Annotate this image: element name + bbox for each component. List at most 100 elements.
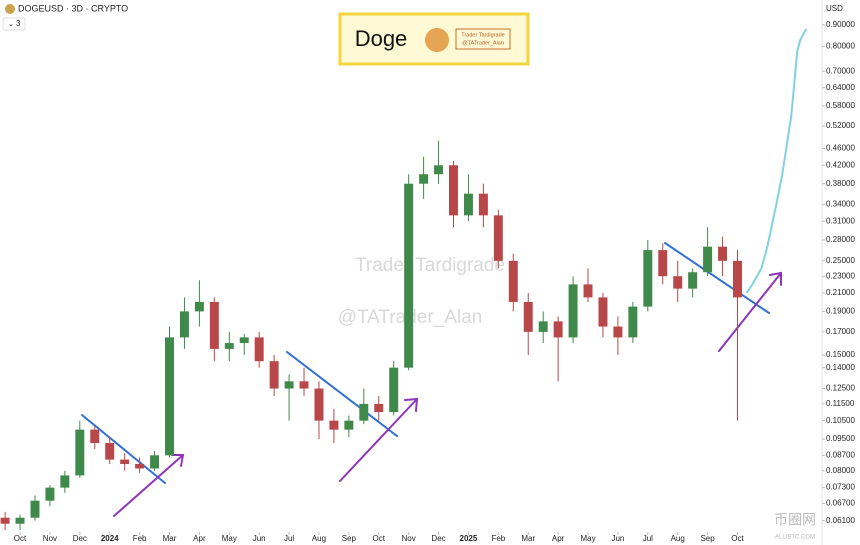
candle-body <box>568 284 578 338</box>
candle-body <box>344 420 354 430</box>
candle-body <box>15 517 25 524</box>
y-tick-label: 0.28000 <box>826 235 855 244</box>
x-tick-label: Jun <box>253 534 266 543</box>
y-tick-label: 0.07300 <box>826 483 855 492</box>
y-tick-label: 0.23000 <box>826 271 855 280</box>
candle-body <box>209 301 219 349</box>
candle-body <box>254 337 264 362</box>
y-tick-label: 0.14000 <box>826 363 855 372</box>
candle-body <box>688 272 698 289</box>
candle-body <box>45 487 55 501</box>
candle-body <box>120 459 130 464</box>
candle-body <box>105 443 115 460</box>
logo-icon <box>425 28 449 52</box>
candle-body <box>239 337 249 344</box>
candle-body <box>628 306 638 338</box>
y-tick-label: 0.08700 <box>826 450 855 459</box>
candle-body <box>658 250 668 277</box>
candle-body <box>329 420 339 430</box>
candle-body <box>508 260 518 302</box>
projection-line <box>745 28 808 294</box>
candle-body <box>434 165 444 175</box>
candle-body <box>60 475 70 488</box>
y-tick-label: 0.70000 <box>826 66 855 75</box>
candle-body <box>673 276 683 289</box>
candle-body <box>733 260 742 298</box>
candle-body <box>703 246 713 273</box>
y-tick-label: 0.21000 <box>826 288 855 297</box>
y-tick-label: 0.46000 <box>826 144 855 153</box>
x-tick-label: Oct <box>14 534 27 543</box>
trend-line <box>81 414 166 484</box>
y-tick-label: 0.17000 <box>826 327 855 336</box>
candle-body <box>538 321 548 332</box>
y-tick-label: 0.80000 <box>826 42 855 51</box>
logo-title: Doge <box>355 26 408 51</box>
x-tick-label: Mar <box>163 534 177 543</box>
y-tick-label: 0.25000 <box>826 256 855 265</box>
y-tick-label: 0.52000 <box>826 121 855 130</box>
x-tick-label: Aug <box>671 534 685 543</box>
x-tick-label: Jul <box>284 534 294 543</box>
x-tick-label: Nov <box>402 534 416 543</box>
x-tick-label: Mar <box>521 534 535 543</box>
x-tick-label: May <box>222 534 237 543</box>
logo-line: Trader Tardigrade <box>461 32 504 38</box>
candle-body <box>404 183 414 368</box>
candle-body <box>598 297 608 327</box>
candle-body <box>463 193 473 216</box>
x-tick-label: Apr <box>193 534 206 543</box>
y-tick-label: 0.58000 <box>826 101 855 110</box>
x-tick-label: Sep <box>700 534 715 543</box>
candle-body <box>0 517 10 524</box>
trend-line <box>286 351 398 437</box>
coin-icon <box>5 4 15 14</box>
collapse-button[interactable] <box>2 17 26 31</box>
arrow <box>718 271 782 352</box>
candle-body <box>374 403 384 413</box>
candle-body <box>553 321 563 338</box>
y-tick-label: 0.38000 <box>826 179 855 188</box>
x-tick-label: 2025 <box>460 534 478 543</box>
candle-body <box>224 343 234 349</box>
y-tick-label: 0.10500 <box>826 416 855 425</box>
footer-watermark: ALLIBTC.COM <box>775 535 815 541</box>
x-tick-label: May <box>580 534 595 543</box>
x-tick-label: Sep <box>342 534 357 543</box>
x-tick-label: Dec <box>431 534 445 543</box>
y-tick-label: 0.34000 <box>826 199 855 208</box>
y-tick-label: 0.08000 <box>826 466 855 475</box>
candle-body <box>478 193 488 216</box>
arrow <box>339 397 419 482</box>
y-tick-label: 0.90000 <box>826 20 855 29</box>
symbol-title: DOGEUSD · 3D · CRYPTO <box>18 3 128 13</box>
y-tick-label: 0.64000 <box>826 83 855 92</box>
candle-body <box>194 301 204 312</box>
logo-tag <box>455 28 511 50</box>
y-tick-label: 0.19000 <box>826 307 855 316</box>
x-tick-label: Apr <box>552 534 565 543</box>
candle-body <box>493 215 503 261</box>
x-tick-label: 2024 <box>101 534 119 543</box>
x-tick-label: Aug <box>312 534 326 543</box>
x-tick-label: Oct <box>373 534 386 543</box>
candle-body <box>314 388 324 421</box>
candle-body <box>523 301 533 332</box>
chevron: ⌄ <box>8 21 14 28</box>
candle-body <box>583 284 593 298</box>
y-tick-label: 0.12500 <box>826 384 855 393</box>
candle-body <box>419 174 429 184</box>
drawings <box>81 242 782 517</box>
trend-line <box>664 242 770 314</box>
candle-body <box>135 463 145 469</box>
y-tick-label: 0.06100 <box>826 516 855 525</box>
candle-body <box>269 361 279 389</box>
y-tick-label: 0.06700 <box>826 499 855 508</box>
arrow <box>113 454 185 517</box>
x-tick-label: Feb <box>133 534 147 543</box>
x-tick-label: Feb <box>491 534 505 543</box>
watermark: Trader Tardigrade <box>355 255 505 276</box>
